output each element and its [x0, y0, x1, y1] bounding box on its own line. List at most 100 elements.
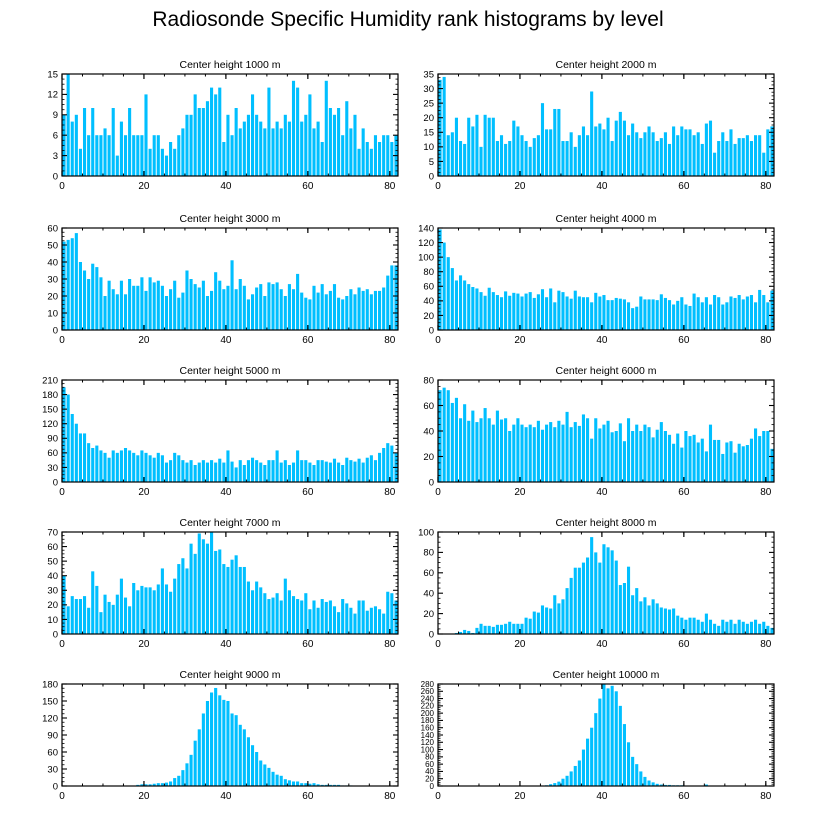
histogram-bar	[169, 142, 173, 176]
histogram-bar	[733, 143, 737, 176]
histogram-bar	[512, 120, 516, 176]
histogram-bar	[479, 418, 483, 482]
histogram-bar	[189, 754, 193, 786]
histogram-bar	[111, 108, 115, 176]
histogram-bar	[271, 597, 275, 634]
histogram-bar	[590, 302, 594, 330]
histogram-bar	[201, 280, 205, 330]
histogram-bar	[721, 132, 725, 176]
histogram-bar	[688, 436, 692, 482]
histogram-bar	[463, 143, 467, 176]
histogram-bar	[132, 452, 136, 482]
histogram-bar	[316, 784, 320, 786]
histogram-bar	[193, 740, 197, 786]
histogram-bar	[536, 294, 540, 330]
histogram-bar	[119, 280, 123, 330]
histogram-bar	[520, 296, 524, 330]
histogram-bar	[557, 108, 561, 176]
histogram-bar	[581, 297, 586, 330]
histogram-bar	[386, 443, 390, 482]
histogram-bar	[201, 539, 205, 634]
histogram-bar	[345, 457, 349, 482]
histogram-bar	[479, 292, 483, 330]
histogram-bar	[378, 290, 382, 330]
histogram-bar	[606, 300, 610, 330]
histogram-bar	[312, 285, 316, 330]
histogram-bar	[246, 581, 250, 634]
histogram-bar	[169, 781, 173, 786]
histogram-bar	[242, 285, 246, 330]
histogram-bar	[337, 297, 341, 330]
histogram-bar	[152, 135, 156, 176]
y-tick-label: 80	[423, 375, 434, 386]
histogram-bar	[540, 103, 545, 176]
histogram-bar	[700, 438, 704, 482]
panel-title: Center height 9000 m	[180, 669, 281, 681]
histogram-bar	[573, 290, 577, 330]
histogram-bar	[91, 108, 95, 176]
panel-8: Center height 8000 m 0 20 40 60 80 0 20 40 60 80 10…	[418, 517, 775, 650]
histogram-bar	[692, 617, 696, 634]
histogram-bar	[561, 292, 565, 330]
histogram-bar	[651, 437, 655, 483]
histogram-bar	[250, 745, 255, 786]
x-tick-label: 20	[514, 487, 526, 498]
histogram-bar	[545, 424, 549, 483]
histogram-bar	[82, 596, 87, 634]
histogram-bar	[749, 621, 754, 634]
histogram-bar	[173, 778, 177, 786]
histogram-bar	[230, 713, 234, 786]
histogram-bar	[242, 729, 246, 786]
x-tick-label: 60	[302, 487, 314, 498]
histogram-bar	[218, 695, 222, 786]
histogram-bar	[766, 431, 770, 482]
histogram-bar	[205, 101, 210, 176]
histogram-bar	[758, 135, 762, 176]
histogram-bar	[99, 277, 103, 330]
histogram-bar	[189, 543, 193, 634]
histogram-bar	[561, 424, 565, 483]
histogram-bar	[676, 300, 680, 330]
histogram-bar	[123, 294, 128, 330]
histogram-bar	[300, 121, 304, 176]
histogram-bar	[246, 460, 250, 482]
histogram-bar	[123, 597, 128, 634]
histogram-bar	[226, 285, 230, 330]
x-tick-label: 60	[678, 335, 690, 346]
histogram-bar	[353, 461, 357, 482]
histogram-bar	[349, 289, 353, 330]
histogram-bar	[721, 453, 725, 482]
histogram-bar	[442, 242, 446, 330]
histogram-bar	[606, 117, 610, 176]
histogram-bar	[156, 452, 160, 482]
histogram-bar	[540, 429, 545, 482]
histogram-bar	[349, 460, 353, 482]
histogram-bar	[214, 462, 218, 482]
y-tick-label: 40	[423, 426, 434, 437]
histogram-bar	[676, 615, 680, 634]
histogram-bar	[610, 141, 614, 176]
histogram-bar	[622, 583, 626, 634]
histogram-bar	[91, 571, 95, 634]
histogram-bar	[78, 262, 82, 330]
histogram-bar	[173, 280, 177, 330]
histogram-bar	[164, 584, 169, 634]
histogram-bar	[516, 623, 520, 634]
histogram-bar	[156, 783, 160, 786]
histogram-bar	[226, 566, 230, 634]
x-tick-label: 80	[384, 181, 396, 192]
histogram-bar	[594, 552, 598, 634]
histogram-bar	[680, 297, 684, 330]
histogram-bar	[450, 132, 454, 176]
histogram-bar	[107, 601, 111, 634]
histogram-bar	[504, 623, 508, 634]
histogram-bar	[770, 627, 774, 634]
histogram-bar	[495, 624, 499, 634]
histogram-bar	[598, 123, 602, 176]
histogram-bar	[745, 623, 749, 634]
histogram-bar	[717, 439, 721, 482]
histogram-bar	[386, 275, 390, 330]
histogram-bar	[598, 428, 602, 482]
x-tick-label: 40	[220, 791, 232, 802]
y-tick-label: 25	[423, 98, 434, 109]
